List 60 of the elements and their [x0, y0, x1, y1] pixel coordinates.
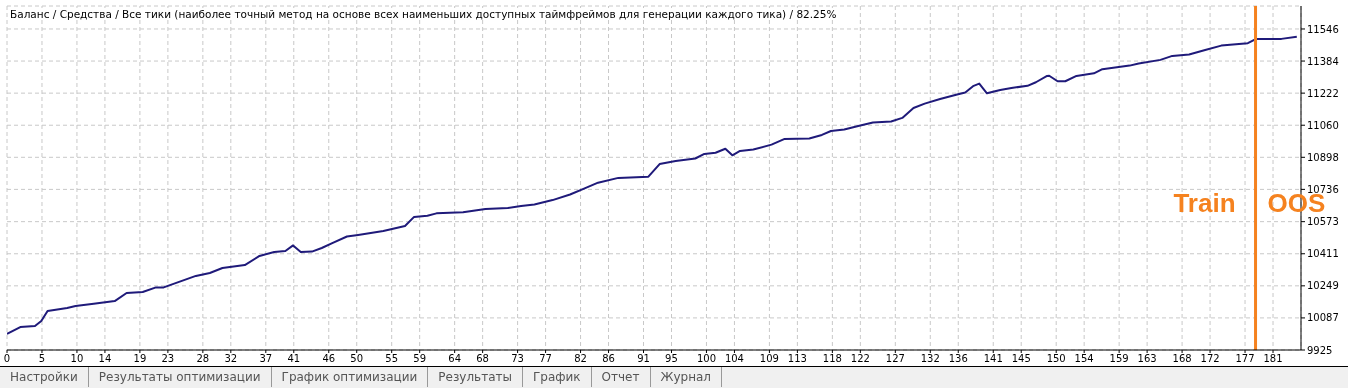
y-tick-label: 11384	[1307, 55, 1339, 67]
x-tick-label: 91	[637, 353, 650, 365]
text: Отчет	[591, 367, 651, 387]
x-tick-label: 159	[1109, 353, 1129, 365]
y-tick-label: 10249	[1307, 280, 1339, 292]
y-tick-label: 10573	[1307, 216, 1339, 228]
x-tick-label: 154	[1074, 353, 1094, 365]
x-tick-label: 23	[161, 353, 175, 365]
x-tick-label: 86	[602, 353, 615, 365]
x-tick-label: 168	[1172, 353, 1192, 365]
x-tick-label: 19	[133, 353, 147, 365]
x-tick-label: 55	[385, 353, 399, 365]
x-tick-label: 50	[350, 353, 364, 365]
x-tick-label: 68	[476, 353, 489, 365]
text: График оптимизации	[271, 367, 429, 387]
x-tick-label: 37	[259, 353, 273, 365]
text: Результаты	[428, 367, 523, 387]
chart-title: Баланс / Средства / Все тики (наиболее точный метод на основе всех наименьших доступных таймфреймов для генерации каждого тика) / 82.25%	[10, 8, 837, 20]
x-tick-label: 132	[920, 353, 940, 365]
text: Результаты оптимизации	[88, 367, 272, 387]
text: Настройки	[0, 367, 89, 387]
y-tick-label: 10411	[1307, 248, 1339, 260]
x-tick-label: 82	[574, 353, 587, 365]
x-tick-label: 113	[787, 353, 807, 365]
x-tick-label: 136	[948, 353, 968, 365]
x-tick-label: 141	[983, 353, 1003, 365]
x-tick-label: 32	[224, 353, 238, 365]
x-tick-label: 64	[448, 353, 462, 365]
y-tick-label: 11060	[1307, 119, 1339, 131]
y-tick-label: 9925	[1307, 344, 1333, 356]
y-tick-label: 10087	[1307, 312, 1339, 324]
x-tick-label: 41	[287, 353, 301, 365]
x-tick-label: 73	[511, 353, 524, 365]
x-tick-label: 118	[822, 353, 842, 365]
x-tick-label: 14	[98, 353, 112, 365]
x-tick-label: 0	[3, 353, 11, 365]
annotation: Train	[1173, 188, 1236, 218]
x-tick-label: 104	[724, 353, 744, 365]
x-tick-label: 150	[1046, 353, 1066, 365]
x-tick-label: 5	[38, 353, 46, 365]
x-tick-label: 95	[665, 353, 678, 365]
y-tick-label: 11546	[1307, 23, 1339, 35]
x-tick-label: 145	[1011, 353, 1031, 365]
x-tick-label: 10	[70, 353, 84, 365]
x-tick-label: 100	[696, 353, 717, 365]
text: Журнал	[650, 367, 723, 387]
x-tick-label: 77	[539, 353, 552, 365]
x-tick-label: 59	[413, 353, 427, 365]
text: График	[522, 367, 592, 387]
x-tick-label: 163	[1137, 353, 1157, 365]
x-tick-label: 28	[196, 353, 210, 365]
y-tick-label: 11222	[1307, 87, 1339, 99]
x-tick-label: 172	[1200, 353, 1220, 365]
x-tick-label: 109	[759, 353, 779, 365]
x-tick-label: 46	[322, 353, 336, 365]
x-tick-label: 122	[850, 353, 870, 365]
x-tick-label: 177	[1235, 353, 1255, 365]
x-tick-label: 127	[885, 353, 905, 365]
x-tick-label: 181	[1263, 353, 1283, 365]
y-tick-label: 10898	[1307, 151, 1339, 163]
